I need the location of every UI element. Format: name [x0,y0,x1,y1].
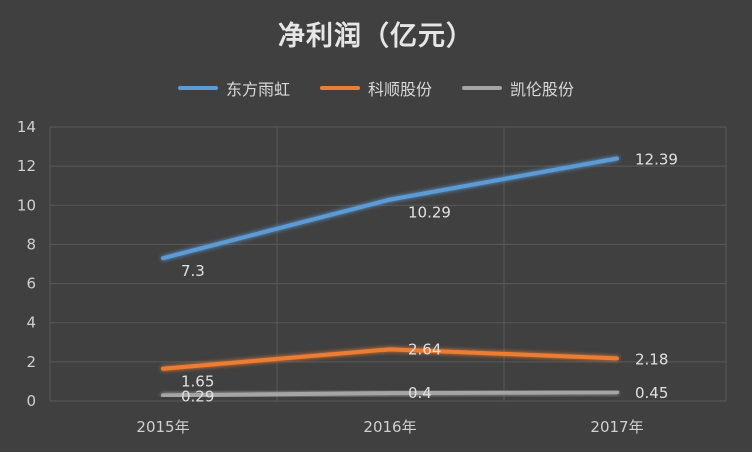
data-label: 0.45 [635,384,668,402]
y-tick-label: 6 [26,275,36,293]
data-label: 2.64 [408,340,441,358]
legend-label-series-1: 东方雨虹 [225,80,290,99]
data-label: 10.29 [408,204,451,222]
legend-item-series-2: 科顺股份 [319,76,432,100]
legend-swatch-series-1 [177,86,218,90]
y-tick-label: 2 [26,353,36,371]
y-tick-label: 4 [26,314,36,332]
series-line-2 [161,347,619,371]
legend-label-series-2: 科顺股份 [367,80,432,99]
y-tick-label: 14 [17,118,36,136]
series-line-3 [161,390,619,398]
data-label: 1.65 [181,373,214,391]
data-label: 7.3 [181,262,205,280]
chart-legend: 东方雨虹 科顺股份 凯伦股份 [0,76,752,100]
y-tick-label: 10 [17,196,36,214]
y-tick-label: 8 [26,235,36,253]
legend-item-series-1: 东方雨虹 [177,76,290,100]
legend-swatch-series-3 [462,86,502,90]
y-tick-label: 12 [17,157,36,175]
chart-title: 净利润（亿元） [278,21,474,52]
legend-swatch-series-2 [319,86,360,90]
x-tick-label: 2016年 [363,418,416,436]
data-label: 12.39 [635,151,678,169]
data-label: 2.18 [635,350,668,368]
series-line-1 [161,156,619,261]
data-label: 0.29 [181,387,214,405]
x-tick-label: 2017年 [590,418,643,436]
legend-label-series-3: 凯伦股份 [510,80,575,99]
legend-item-series-3: 凯伦股份 [462,76,574,100]
x-tick-label: 2015年 [136,418,189,436]
y-tick-label: 0 [26,392,36,410]
data-label: 0.4 [408,384,432,402]
